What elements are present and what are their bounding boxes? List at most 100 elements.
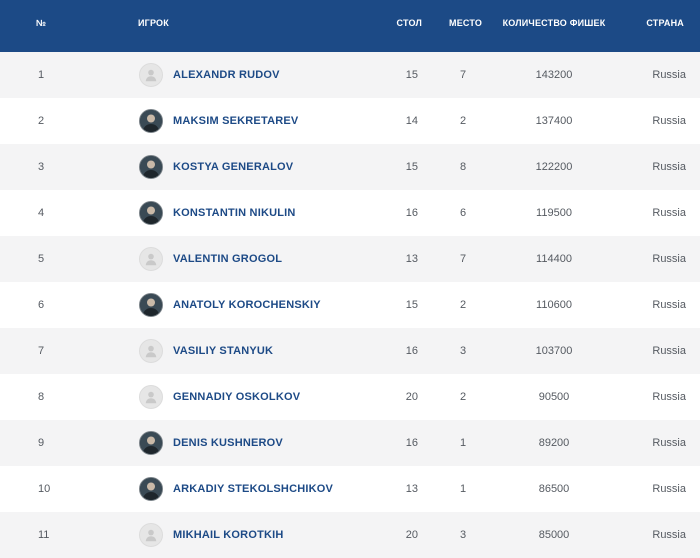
chips-cell: 137400 (535, 115, 573, 127)
header-chips: Количество фишек (502, 18, 606, 28)
player-cell: KOSTYA GENERALOV (138, 144, 352, 190)
player-cell: DENIS KUSHNEROV (138, 420, 352, 466)
table-row: 9 DENIS KUSHNEROV 16 1 89200 Russia (0, 420, 700, 466)
rank-cell: 10 (38, 483, 51, 495)
table-cell: 15 (405, 161, 418, 173)
player-cell: VASILIY STANYUK (138, 328, 352, 374)
player-cell: MAKSIM SEKRETAREV (138, 98, 352, 144)
player-cell: ANATOLY KOROCHENSKIY (138, 282, 352, 328)
player-name-link[interactable]: ARKADIY STEKOLSHCHIKOV (173, 483, 334, 495)
player-name-link[interactable]: MAKSIM SEKRETAREV (173, 115, 299, 127)
player-name-link[interactable]: KOSTYA GENERALOV (173, 161, 294, 173)
rank-cell: 8 (38, 391, 45, 403)
table-cell: 16 (405, 345, 418, 357)
placeholder-avatar-icon (139, 339, 163, 363)
rank-cell: 5 (38, 253, 45, 265)
player-photo-avatar (139, 293, 163, 317)
table-cell: 15 (405, 69, 418, 81)
table-row: 10 ARKADIY STEKOLSHCHIKOV 13 1 86500 Russia (0, 466, 700, 512)
table-cell: 16 (405, 207, 418, 219)
country-cell: Russia (652, 299, 686, 311)
table-cell: 16 (405, 437, 418, 449)
country-cell: Russia (652, 483, 686, 495)
chips-cell: 86500 (538, 483, 570, 495)
player-photo-avatar (139, 431, 163, 455)
rank-cell: 1 (38, 69, 45, 81)
header-table: Стол (396, 18, 422, 28)
seat-cell: 2 (459, 391, 467, 403)
seat-cell: 2 (459, 115, 467, 127)
seat-cell: 6 (459, 207, 467, 219)
rank-cell: 3 (38, 161, 45, 173)
seat-cell: 8 (459, 161, 467, 173)
table-row: 6 ANATOLY KOROCHENSKIY 15 2 110600 Russia (0, 282, 700, 328)
table-row: 2 MAKSIM SEKRETAREV 14 2 137400 Russia (0, 98, 700, 144)
player-name-link[interactable]: GENNADIY OSKOLKOV (173, 391, 301, 403)
chips-cell: 85000 (538, 529, 570, 541)
rank-cell: 2 (38, 115, 45, 127)
country-cell: Russia (652, 345, 686, 357)
player-photo-avatar (139, 477, 163, 501)
table-row: 5 VALENTIN GROGOL 13 7 114400 Russia (0, 236, 700, 282)
seat-cell: 7 (459, 253, 467, 265)
rank-cell: 7 (38, 345, 45, 357)
header-rank: № (36, 18, 47, 28)
table-row: 7 VASILIY STANYUK 16 3 103700 Russia (0, 328, 700, 374)
country-cell: Russia (652, 207, 686, 219)
country-cell: Russia (652, 391, 686, 403)
player-photo-avatar (139, 109, 163, 133)
rank-cell: 6 (38, 299, 45, 311)
player-cell: GENNADIY OSKOLKOV (138, 374, 352, 420)
rank-cell: 4 (38, 207, 45, 219)
player-name-link[interactable]: DENIS KUSHNEROV (173, 437, 283, 449)
player-cell: ARKADIY STEKOLSHCHIKOV (138, 466, 352, 512)
country-cell: Russia (652, 69, 686, 81)
player-name-link[interactable]: ALEXANDR RUDOV (173, 69, 280, 81)
header-player: Игрок (138, 18, 169, 28)
player-cell: VALENTIN GROGOL (138, 236, 352, 282)
chips-cell: 110600 (536, 299, 572, 311)
seat-cell: 7 (459, 69, 467, 81)
seat-cell: 1 (459, 483, 467, 495)
player-photo-avatar (139, 201, 163, 225)
country-cell: Russia (652, 161, 686, 173)
country-cell: Russia (652, 529, 686, 541)
seat-cell: 3 (459, 345, 467, 357)
header-seat: Место (449, 18, 483, 28)
placeholder-avatar-icon (139, 385, 163, 409)
rank-cell: 11 (38, 529, 50, 541)
player-name-link[interactable]: ANATOLY KOROCHENSKIY (173, 299, 321, 311)
chips-cell: 89200 (538, 437, 570, 449)
table-row: 11 MIKHAIL KOROTKIH 20 3 85000 Russia (0, 512, 700, 558)
table-header-row: № Игрок Стол Место Количество фишек Стра… (0, 0, 700, 52)
seat-cell: 1 (459, 437, 467, 449)
table-cell: 20 (405, 391, 418, 403)
player-cell: MIKHAIL KOROTKIH (138, 512, 352, 558)
chips-cell: 122200 (535, 161, 573, 173)
chips-cell: 119500 (536, 207, 572, 219)
chips-cell: 103700 (535, 345, 573, 357)
chips-cell: 114400 (536, 253, 572, 265)
chips-cell: 90500 (538, 391, 570, 403)
table-row: 8 GENNADIY OSKOLKOV 20 2 90500 Russia (0, 374, 700, 420)
player-name-link[interactable]: KONSTANTIN NIKULIN (173, 207, 296, 219)
table-cell: 13 (405, 483, 418, 495)
player-name-link[interactable]: MIKHAIL KOROTKIH (173, 529, 284, 541)
seat-cell: 3 (459, 529, 467, 541)
table-cell: 15 (405, 299, 418, 311)
chips-cell: 143200 (535, 69, 573, 81)
player-name-link[interactable]: VASILIY STANYUK (173, 345, 274, 357)
table-cell: 13 (405, 253, 418, 265)
player-name-link[interactable]: VALENTIN GROGOL (173, 253, 283, 265)
country-cell: Russia (652, 437, 686, 449)
player-photo-avatar (139, 155, 163, 179)
seat-cell: 2 (459, 299, 467, 311)
placeholder-avatar-icon (139, 247, 163, 271)
country-cell: Russia (652, 115, 686, 127)
rank-cell: 9 (38, 437, 45, 449)
player-cell: ALEXANDR RUDOV (138, 52, 352, 98)
country-cell: Russia (652, 253, 686, 265)
placeholder-avatar-icon (139, 523, 163, 547)
header-country: Страна (646, 18, 684, 28)
